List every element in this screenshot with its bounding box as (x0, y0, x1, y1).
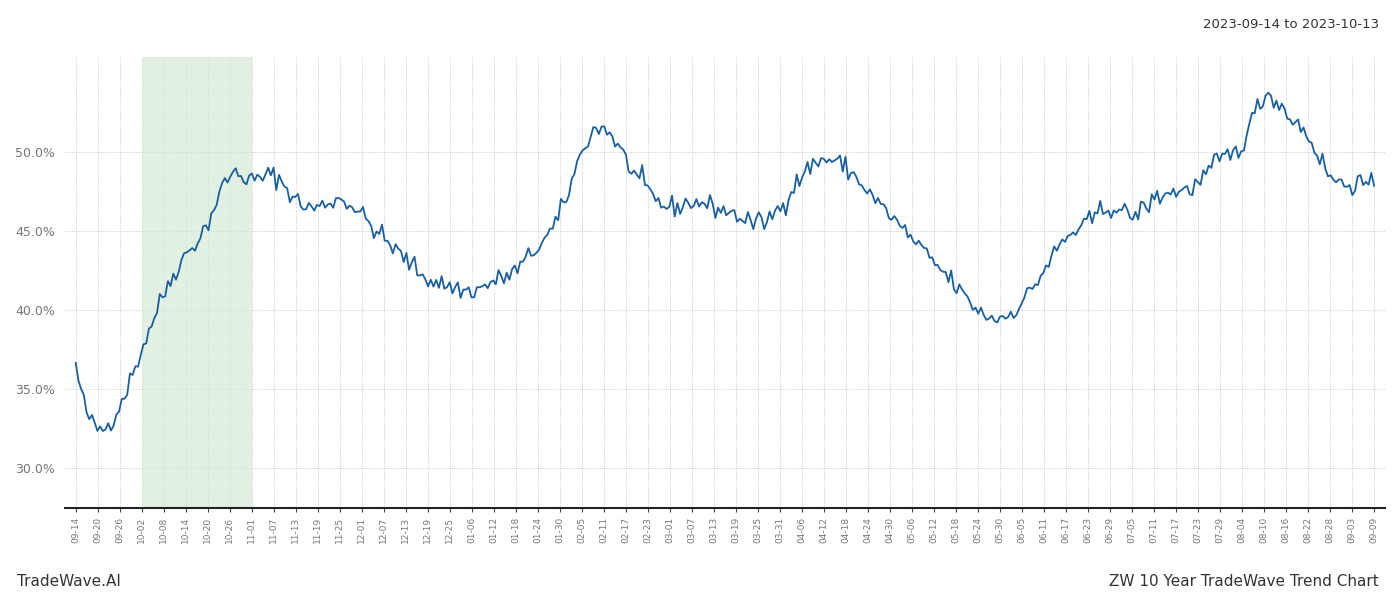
Text: TradeWave.AI: TradeWave.AI (17, 574, 120, 589)
Text: 2023-09-14 to 2023-10-13: 2023-09-14 to 2023-10-13 (1203, 18, 1379, 31)
Bar (141, 57, 252, 508)
Text: ZW 10 Year TradeWave Trend Chart: ZW 10 Year TradeWave Trend Chart (1109, 574, 1379, 589)
